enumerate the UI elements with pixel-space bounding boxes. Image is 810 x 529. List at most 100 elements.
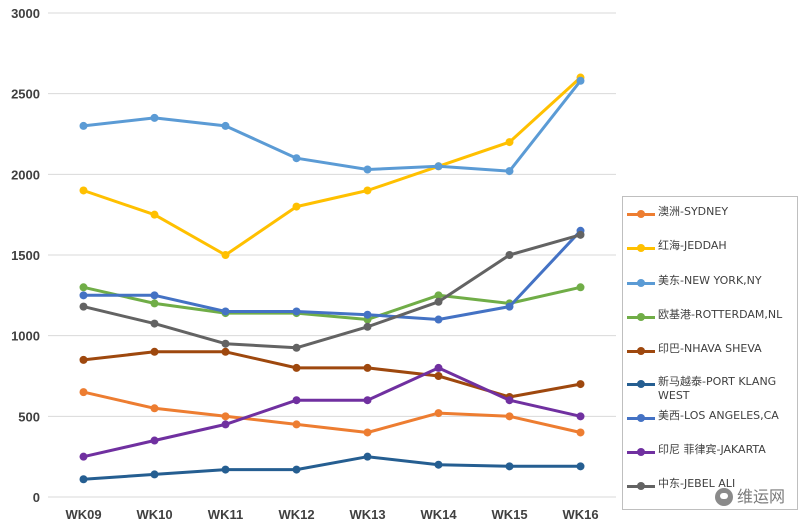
series-line (82, 390, 582, 434)
logo-icon (715, 488, 733, 506)
data-point (576, 283, 585, 292)
data-point (434, 162, 443, 171)
series-line (82, 79, 582, 173)
data-point (221, 412, 230, 421)
data-point (363, 165, 372, 174)
legend-swatch (627, 482, 655, 490)
legend-swatch (627, 448, 655, 456)
data-point (150, 404, 159, 413)
data-point (576, 428, 585, 437)
legend-label: 新马越泰-PORT KLANG WEST (658, 375, 777, 402)
legend-label: 印巴-NHAVA SHEVA (658, 342, 762, 355)
series-7 (79, 226, 585, 324)
data-point (363, 428, 372, 437)
legend-label: 美西-LOS ANGELES,CA (658, 409, 779, 422)
x-tick-label: WK11 (208, 507, 243, 522)
legend-label: 红海-JEDDAH (658, 239, 727, 252)
legend-swatch (627, 347, 655, 355)
data-point (221, 420, 230, 429)
series-line (82, 233, 582, 350)
x-tick-label: WK09 (65, 507, 101, 522)
legend-label: 美东-NEW YORK,NY (658, 274, 762, 287)
series-line (82, 76, 582, 257)
data-point (363, 186, 372, 195)
legend: 澳洲-SYDNEY 红海-JEDDAH 美东-NEW YORK,NY 欧基港-ROTT… (622, 196, 798, 510)
data-point (505, 138, 514, 147)
legend-label: 中东-JEBEL ALI (658, 477, 736, 490)
series-8 (79, 363, 585, 461)
data-point (292, 396, 301, 405)
gridlines (48, 12, 616, 498)
series-5 (79, 347, 585, 401)
data-point (576, 230, 585, 239)
y-tick-label: 1000 (11, 329, 40, 344)
data-point (505, 251, 514, 259)
data-point (79, 186, 88, 195)
data-point (434, 315, 443, 324)
data-point (292, 465, 301, 474)
legend-swatch (627, 380, 655, 388)
data-point (292, 363, 301, 372)
data-point (434, 372, 443, 380)
data-point (79, 121, 88, 130)
series-line (82, 350, 582, 399)
data-point (434, 409, 443, 418)
data-point (150, 113, 159, 122)
series-4 (79, 283, 585, 324)
data-point (434, 291, 443, 300)
series-2 (79, 73, 585, 259)
x-axis-ticks: WK09 WK10 WK11 WK12 WK13 WK14 WK15 WK16 (65, 507, 598, 522)
data-point (505, 412, 514, 421)
data-point (79, 475, 88, 484)
legend-label: 印尼 菲律宾-JAKARTA (658, 443, 766, 456)
data-point (363, 452, 372, 461)
data-point (79, 388, 88, 397)
data-point (292, 420, 301, 429)
data-point (221, 121, 230, 130)
data-point (505, 167, 514, 176)
data-point (434, 460, 443, 469)
series-line (82, 366, 582, 459)
data-point (292, 307, 301, 316)
series-1 (79, 388, 585, 437)
data-point (434, 297, 443, 306)
y-tick-label: 3000 (11, 6, 40, 21)
series-lines (79, 73, 585, 484)
data-point (576, 380, 585, 389)
data-point (221, 307, 230, 316)
data-point (363, 322, 372, 331)
data-point (363, 310, 372, 319)
data-point (150, 347, 159, 356)
y-tick-label: 500 (18, 409, 40, 424)
series-line (82, 229, 582, 321)
data-point (79, 291, 88, 300)
watermark-text: 维运网 (737, 487, 786, 506)
x-tick-label: WK14 (420, 507, 457, 522)
data-point (79, 302, 88, 311)
data-point (221, 465, 230, 474)
x-tick-label: WK12 (278, 507, 314, 522)
legend-swatch (627, 244, 655, 252)
x-tick-label: WK16 (562, 507, 598, 522)
series-9 (79, 230, 585, 352)
data-point (292, 343, 301, 352)
data-point (363, 396, 372, 405)
data-point (292, 154, 301, 163)
data-point (79, 355, 88, 364)
y-axis-ticks: 0 500 1000 1500 2000 2500 3000 (11, 6, 40, 505)
data-point (150, 291, 159, 300)
legend-swatch (627, 414, 655, 422)
data-point (221, 339, 230, 348)
legend-swatch (627, 279, 655, 287)
data-point (221, 251, 230, 259)
data-point (434, 363, 443, 372)
legend-swatch (627, 313, 655, 321)
data-point (576, 462, 585, 471)
data-point (79, 452, 88, 461)
data-point (150, 436, 159, 445)
y-tick-label: 2500 (11, 87, 40, 102)
series-line (82, 455, 582, 481)
data-point (505, 396, 514, 405)
data-point (363, 363, 372, 372)
